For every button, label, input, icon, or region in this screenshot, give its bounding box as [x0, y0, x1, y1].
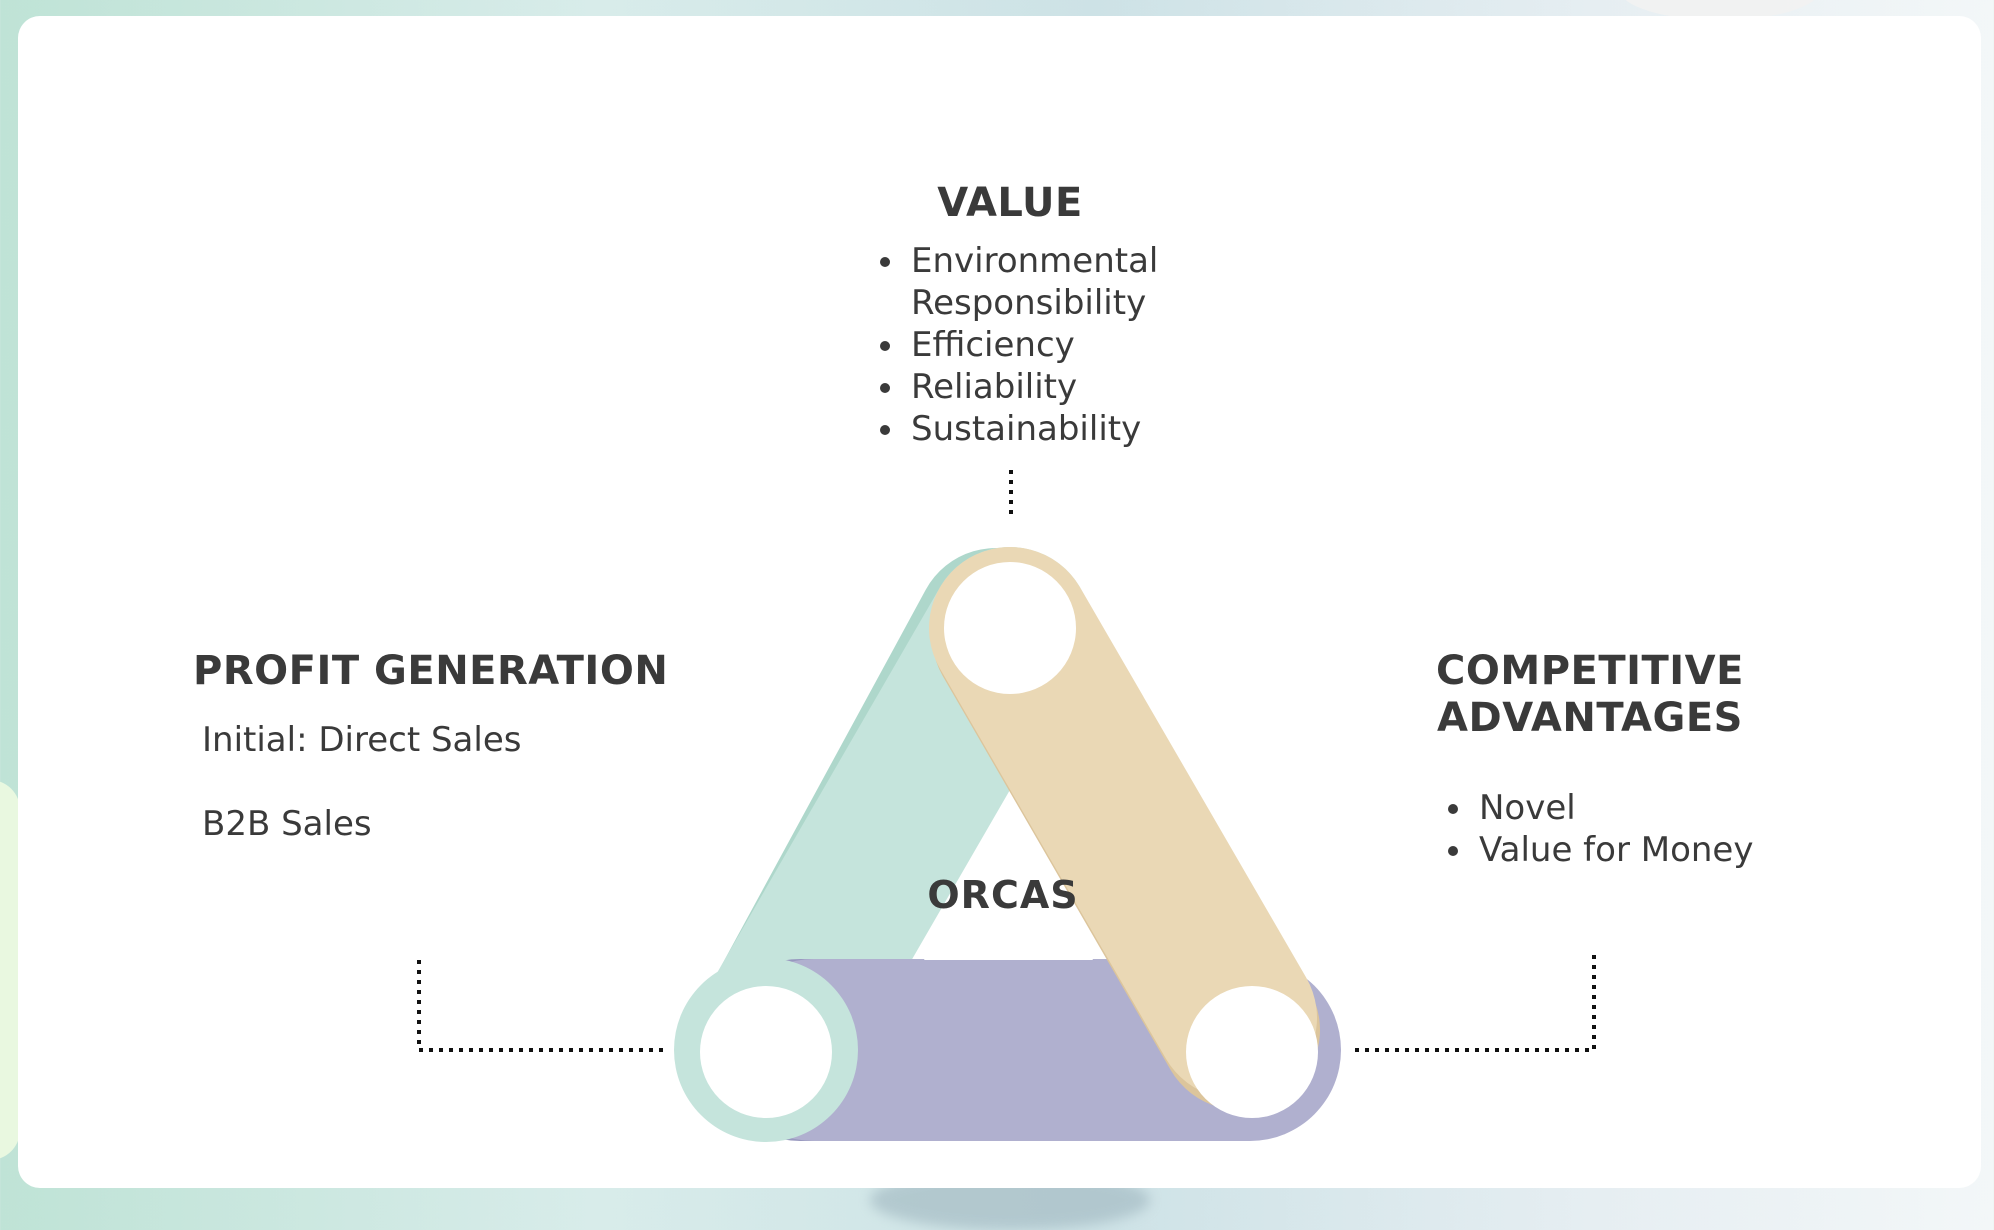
- background-shape: [0, 780, 20, 1160]
- center-label: ORCAS: [927, 873, 1078, 917]
- profit-line-2: B2B Sales: [202, 804, 372, 844]
- list-item: Novel: [1475, 787, 1815, 829]
- left-node-circle: [700, 986, 832, 1118]
- background-shape: [1620, 0, 1820, 20]
- list-item: Reliability: [907, 366, 1207, 408]
- profit-heading: PROFIT GENERATION: [193, 648, 669, 694]
- competitive-list: Novel Value for Money: [1443, 787, 1815, 871]
- competitive-heading-line1: COMPETITIVE: [1436, 648, 1744, 694]
- center-opening: [924, 810, 1093, 960]
- profit-connector: [417, 960, 664, 1052]
- competitive-heading-line2: ADVANTAGES: [1437, 695, 1743, 741]
- value-heading: VALUE: [937, 180, 1083, 226]
- list-item: Efficiency: [907, 324, 1207, 366]
- top-node-circle: [944, 562, 1076, 694]
- list-item: Environmental Responsibility: [907, 240, 1207, 324]
- value-list: Environmental Responsibility Efficiency …: [875, 240, 1207, 450]
- right-node-circle: [1186, 986, 1318, 1118]
- competitive-connector: [1349, 955, 1596, 1052]
- list-item: Sustainability: [907, 408, 1207, 450]
- list-item: Value for Money: [1475, 829, 1815, 871]
- profit-line-1: Initial: Direct Sales: [202, 720, 522, 760]
- tan-arm: [929, 547, 1317, 1099]
